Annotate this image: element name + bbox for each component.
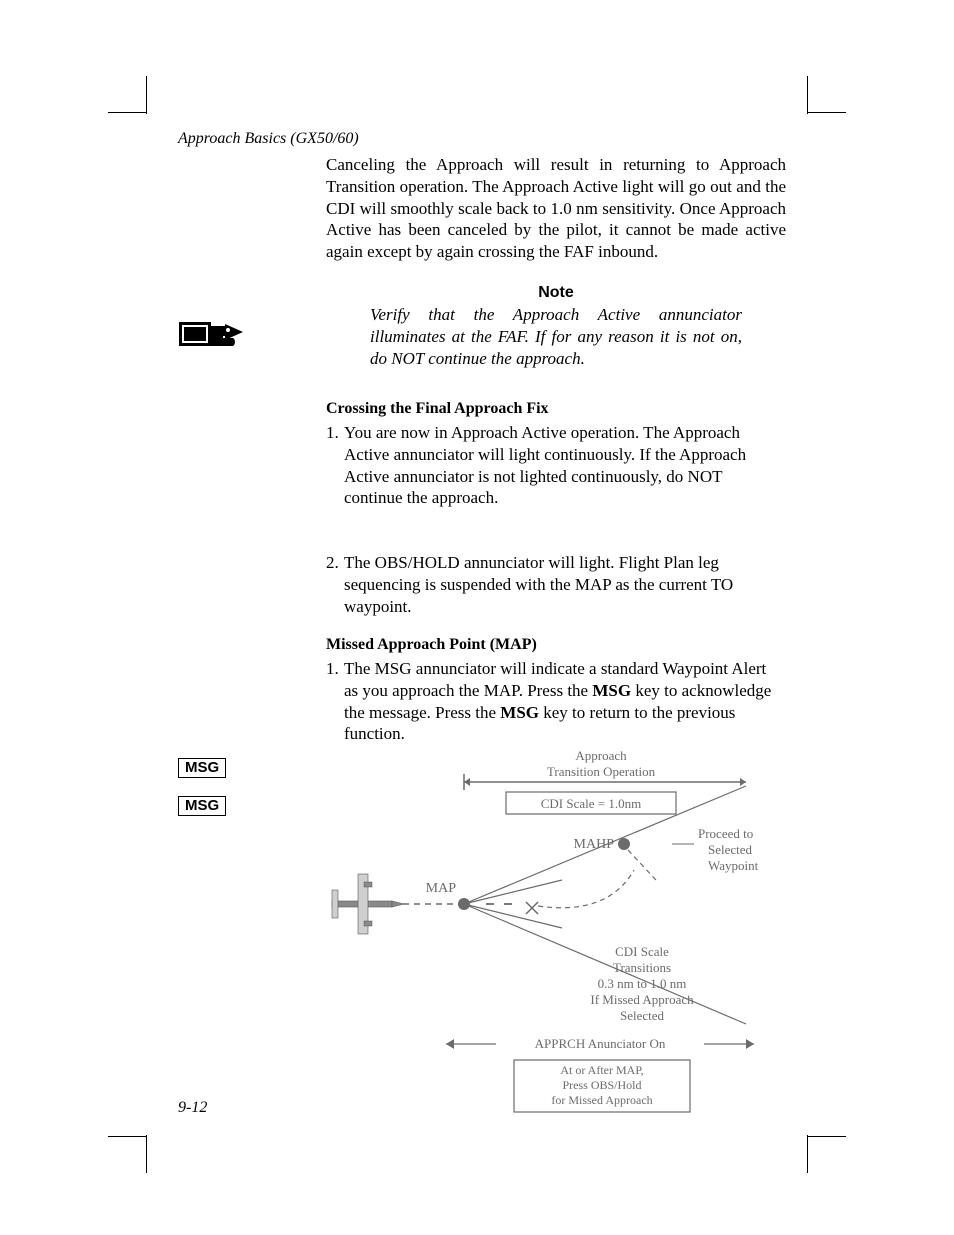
approach-diagram: Approach Transition Operation CDI Scale … bbox=[326, 746, 796, 1116]
list-item: 1.You are now in Approach Active operati… bbox=[326, 422, 786, 509]
note-heading: Note bbox=[326, 284, 786, 302]
note-body: Verify that the Approach Active annuncia… bbox=[370, 304, 742, 369]
heading-missed-approach: Missed Approach Point (MAP) bbox=[326, 636, 786, 654]
list-number: 1. bbox=[326, 422, 344, 444]
list-item: 1.The MSG annunciator will indicate a st… bbox=[326, 658, 786, 745]
diagram-label: 0.3 nm to 1.0 nm bbox=[598, 976, 687, 991]
list-item: 2.The OBS/HOLD annunciator will light. F… bbox=[326, 552, 786, 617]
crop-mark bbox=[808, 112, 846, 113]
diagram-label: Selected bbox=[708, 842, 753, 857]
list-number: 1. bbox=[326, 658, 344, 680]
diagram-label: Press OBS/Hold bbox=[562, 1078, 641, 1092]
crop-mark bbox=[108, 1136, 146, 1137]
crop-mark bbox=[146, 76, 147, 114]
heading-crossing-faf: Crossing the Final Approach Fix bbox=[326, 400, 786, 418]
diagram-label: Transition Operation bbox=[547, 764, 656, 779]
diagram-label: If Missed Approach bbox=[590, 992, 694, 1007]
diagram-label: Waypoint bbox=[708, 858, 759, 873]
para-cancel-text: Canceling the Approach will result in re… bbox=[326, 154, 786, 263]
diagram-label: for Missed Approach bbox=[551, 1093, 652, 1107]
diagram-label: CDI Scale = 1.0nm bbox=[541, 796, 641, 811]
key-name: MSG bbox=[592, 681, 631, 700]
msg-badge-label: MSG bbox=[178, 758, 226, 778]
diagram-label: Selected bbox=[620, 1008, 665, 1023]
page-number: 9-12 bbox=[178, 1099, 207, 1117]
para-cancel: Canceling the Approach will result in re… bbox=[326, 154, 786, 263]
diagram-label: CDI Scale bbox=[615, 944, 669, 959]
msg-badge-label: MSG bbox=[178, 796, 226, 816]
diagram-label: Approach bbox=[575, 748, 627, 763]
list-text: The OBS/HOLD annunciator will light. Fli… bbox=[344, 552, 774, 617]
list-text: The MSG annunciator will indicate a stan… bbox=[344, 658, 774, 745]
msg-badge: MSG bbox=[178, 758, 298, 778]
list-number: 2. bbox=[326, 552, 344, 574]
crop-mark bbox=[808, 1136, 846, 1137]
crop-mark bbox=[108, 112, 146, 113]
diagram-label: Transitions bbox=[613, 960, 671, 975]
hand-pointing-icon bbox=[178, 312, 298, 363]
diagram-label: MAP bbox=[426, 881, 457, 896]
diagram-label: Proceed to bbox=[698, 826, 753, 841]
crop-mark bbox=[146, 1135, 147, 1173]
diagram-label: At or After MAP, bbox=[560, 1063, 643, 1077]
key-name: MSG bbox=[500, 703, 539, 722]
crop-mark bbox=[807, 1135, 808, 1173]
diagram-label: APPRCH Anunciator On bbox=[535, 1036, 666, 1051]
msg-badge: MSG bbox=[178, 796, 298, 816]
page: Approach Basics (GX50/60) Canceling the … bbox=[0, 0, 954, 1235]
crop-mark bbox=[807, 76, 808, 114]
running-head: Approach Basics (GX50/60) bbox=[178, 130, 359, 148]
airplane-icon bbox=[332, 874, 404, 934]
list-text: You are now in Approach Active operation… bbox=[344, 422, 774, 509]
